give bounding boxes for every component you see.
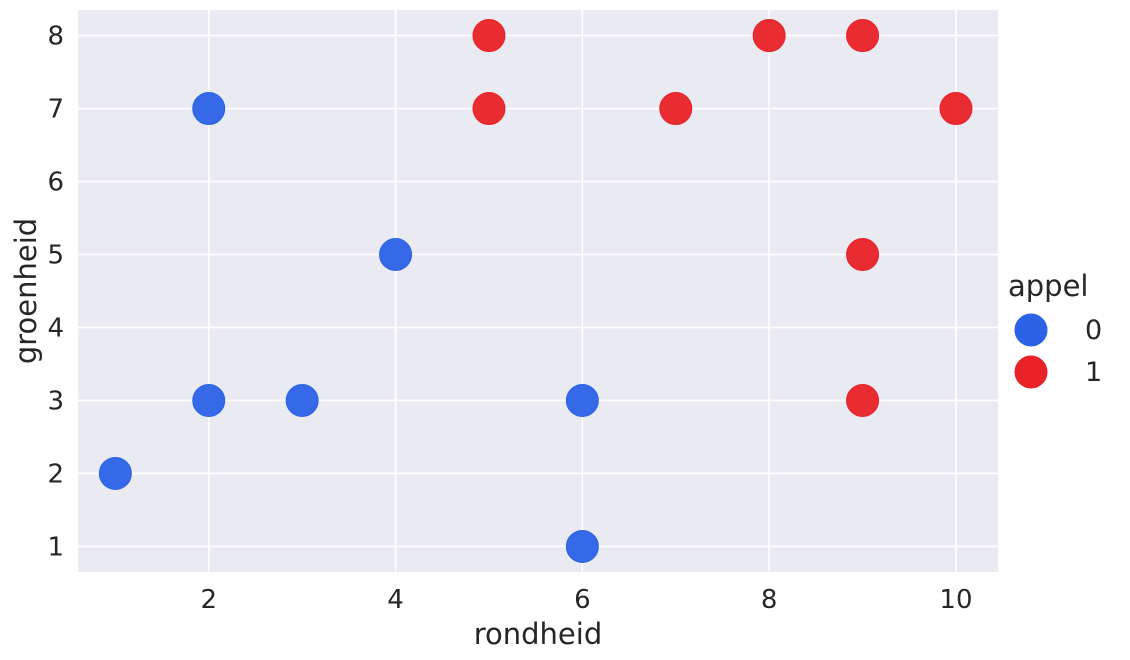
plot-background bbox=[78, 10, 998, 572]
y-tick-label: 8 bbox=[47, 22, 64, 52]
scatter-point-0 bbox=[285, 383, 319, 417]
scatter-point-1 bbox=[846, 383, 880, 417]
scatter-point-1 bbox=[846, 19, 880, 53]
scatter-point-1 bbox=[659, 92, 693, 126]
y-axis-label: groenheid bbox=[9, 218, 43, 364]
data-points bbox=[98, 19, 973, 563]
x-tick-label: 10 bbox=[939, 585, 972, 615]
x-axis-label: rondheid bbox=[474, 617, 603, 651]
scatter-point-0 bbox=[565, 529, 599, 563]
legend-label-0: 0 bbox=[1085, 315, 1102, 346]
scatter-point-0 bbox=[98, 456, 132, 490]
y-tick-label: 3 bbox=[47, 386, 64, 416]
x-tick-label: 2 bbox=[200, 585, 217, 615]
legend-title: appel bbox=[1008, 269, 1089, 303]
y-tick-label: 2 bbox=[47, 459, 64, 489]
scatter-point-1 bbox=[472, 19, 506, 53]
scatter-point-1 bbox=[472, 92, 506, 126]
legend-marker-1 bbox=[1014, 355, 1048, 389]
scatter-point-0 bbox=[379, 238, 413, 272]
y-tick-label: 4 bbox=[47, 313, 64, 343]
y-tick-labels: 1 2 3 4 5 6 7 8 bbox=[47, 22, 64, 563]
grid-lines bbox=[78, 10, 998, 572]
x-tick-label: 6 bbox=[574, 585, 591, 615]
scatter-point-1 bbox=[752, 19, 786, 53]
scatter-point-1 bbox=[939, 92, 973, 126]
scatter-point-0 bbox=[192, 92, 226, 126]
scatter-point-0 bbox=[565, 383, 599, 417]
legend-marker-0 bbox=[1014, 313, 1048, 347]
scatter-point-1 bbox=[846, 238, 880, 272]
x-tick-label: 4 bbox=[387, 585, 404, 615]
y-tick-label: 1 bbox=[47, 532, 64, 562]
y-tick-label: 7 bbox=[47, 95, 64, 125]
y-tick-label: 6 bbox=[47, 168, 64, 198]
y-tick-label: 5 bbox=[47, 241, 64, 271]
x-tick-label: 8 bbox=[761, 585, 778, 615]
legend: appel 0 1 bbox=[1008, 269, 1102, 389]
legend-label-1: 1 bbox=[1085, 357, 1102, 388]
scatter-point-0 bbox=[192, 383, 226, 417]
x-tick-labels: 2 4 6 8 10 bbox=[200, 585, 972, 615]
